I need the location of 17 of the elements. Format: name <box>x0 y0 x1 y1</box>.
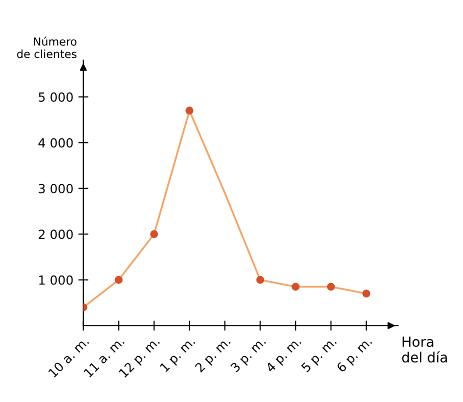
y-tick-label: 4 000 <box>38 138 73 148</box>
point <box>256 276 264 284</box>
point <box>292 282 300 291</box>
y-tick-label: 5 000 <box>38 92 73 102</box>
point <box>150 230 158 238</box>
y-axis-title: Número de clientes <box>17 36 76 58</box>
x-tick-label: 5 p. m. <box>300 336 339 374</box>
point <box>327 282 335 291</box>
y-tick-label: 2 000 <box>38 230 73 240</box>
point <box>114 276 123 284</box>
x-tick-label: 6 p. m. <box>336 336 374 374</box>
y-tick-label: 3 000 <box>38 184 73 194</box>
x-axis-title: Hora del día <box>402 336 447 363</box>
point <box>362 290 370 298</box>
y-tick-label: 1 000 <box>39 275 73 285</box>
point <box>186 106 194 115</box>
x-tick-label: 3 p. m. <box>230 336 268 374</box>
